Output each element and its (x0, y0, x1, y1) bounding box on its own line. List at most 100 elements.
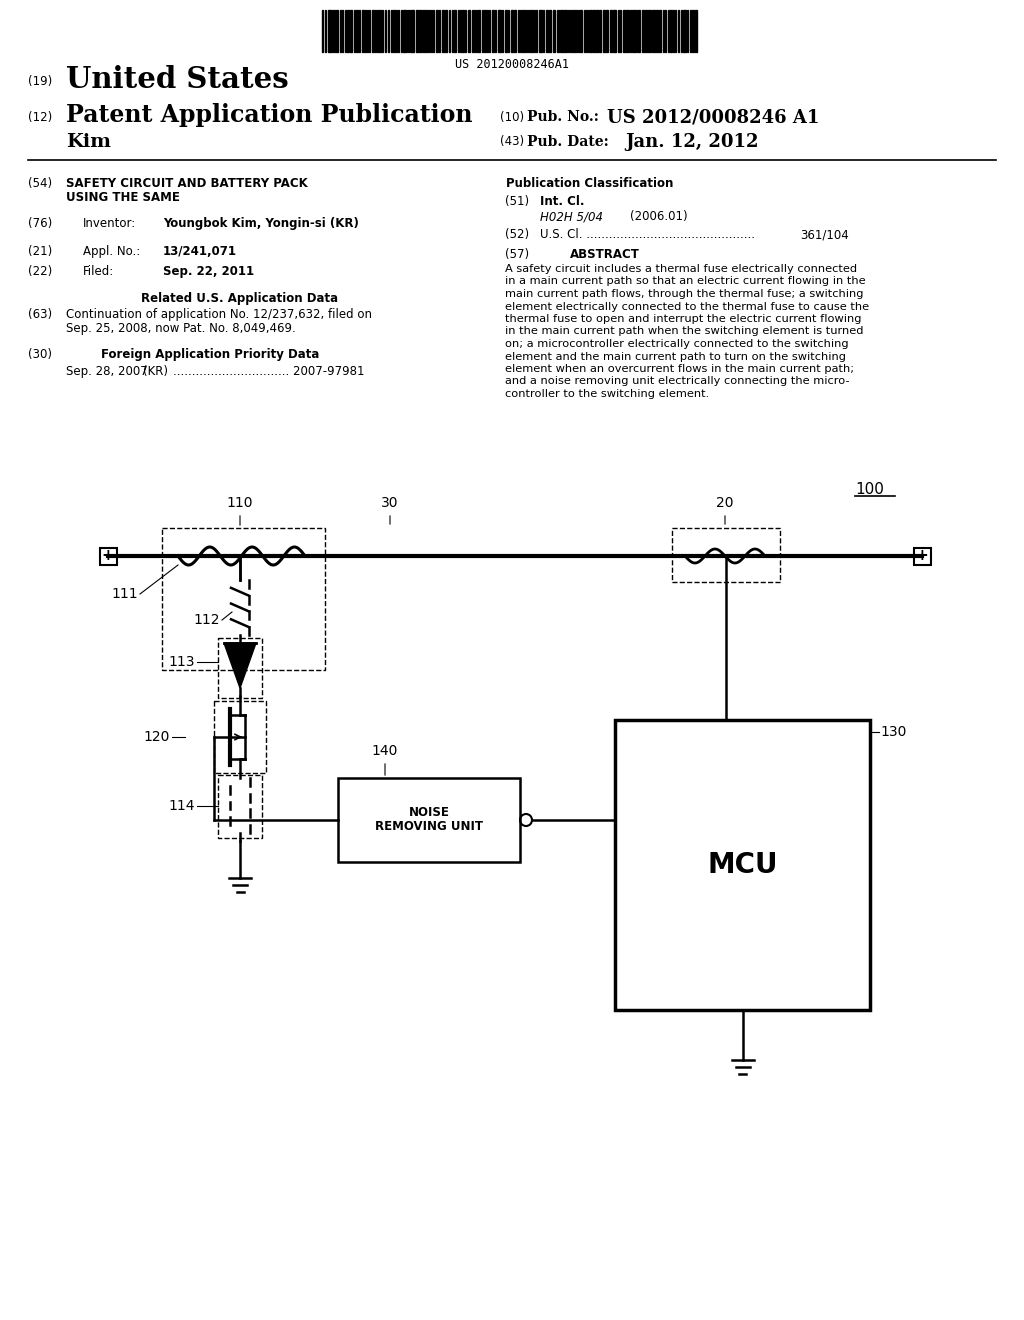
Bar (424, 11, 426, 51)
Bar (539, 11, 542, 51)
Text: element when an overcurrent flows in the main current path;: element when an overcurrent flows in the… (505, 364, 854, 374)
Bar (553, 11, 555, 51)
Text: REMOVING UNIT: REMOVING UNIT (375, 821, 483, 833)
Text: (51): (51) (505, 195, 529, 209)
Text: (22): (22) (28, 265, 52, 279)
Text: (KR): (KR) (143, 366, 168, 378)
Bar (336, 11, 338, 51)
Text: main current path flows, through the thermal fuse; a switching: main current path flows, through the the… (505, 289, 863, 300)
Bar (468, 11, 470, 51)
Text: Jan. 12, 2012: Jan. 12, 2012 (625, 133, 759, 150)
Text: Kim: Kim (66, 133, 111, 150)
Bar (484, 11, 486, 51)
Text: and a noise removing unit electrically connecting the micro-: and a noise removing unit electrically c… (505, 376, 850, 387)
Text: H02H 5/04: H02H 5/04 (540, 210, 603, 223)
Text: Int. Cl.: Int. Cl. (540, 195, 585, 209)
Text: 112: 112 (194, 612, 220, 627)
Bar (492, 11, 494, 51)
Bar (648, 11, 650, 51)
Text: controller to the switching element.: controller to the switching element. (505, 389, 710, 399)
Bar (362, 11, 364, 51)
Text: USING THE SAME: USING THE SAME (66, 191, 180, 205)
Text: (30): (30) (28, 348, 52, 360)
Bar (347, 11, 349, 51)
Bar (478, 11, 480, 51)
Text: (63): (63) (28, 308, 52, 321)
Text: U.S. Cl. .............................................: U.S. Cl. ...............................… (540, 228, 755, 242)
Text: (2006.01): (2006.01) (630, 210, 688, 223)
Bar (656, 11, 658, 51)
Text: Sep. 22, 2011: Sep. 22, 2011 (163, 265, 254, 279)
Text: 361/104: 361/104 (800, 228, 849, 242)
Text: 130: 130 (880, 725, 906, 739)
Bar (613, 11, 616, 51)
Text: (19): (19) (28, 75, 52, 88)
Bar (393, 11, 395, 51)
Text: (52): (52) (505, 228, 529, 242)
Text: 120: 120 (143, 730, 170, 744)
Text: Publication Classification: Publication Classification (506, 177, 674, 190)
Text: Sep. 25, 2008, now Pat. No. 8,049,469.: Sep. 25, 2008, now Pat. No. 8,049,469. (66, 322, 296, 335)
Bar (522, 11, 524, 51)
Bar (462, 11, 464, 51)
Bar (99, 548, 117, 565)
Text: (43): (43) (500, 136, 524, 149)
Text: (57): (57) (505, 248, 529, 261)
Text: 30: 30 (381, 496, 398, 510)
Text: 20: 20 (716, 496, 734, 510)
Text: SAFETY CIRCUIT AND BATTERY PACK: SAFETY CIRCUIT AND BATTERY PACK (66, 177, 308, 190)
Text: United States: United States (66, 66, 289, 95)
Text: element and the main current path to turn on the switching: element and the main current path to tur… (505, 351, 846, 362)
Bar (498, 11, 501, 51)
Text: 114: 114 (169, 799, 195, 813)
Bar (638, 11, 640, 51)
Bar (599, 11, 601, 51)
Bar (590, 11, 592, 51)
Bar (356, 11, 358, 51)
Bar (411, 11, 414, 51)
Bar (564, 11, 566, 51)
Bar (606, 11, 608, 51)
Bar (670, 11, 672, 51)
Bar (645, 11, 647, 51)
Text: Continuation of application No. 12/237,632, filed on: Continuation of application No. 12/237,6… (66, 308, 372, 321)
Text: (10): (10) (500, 111, 524, 124)
Bar (454, 11, 456, 51)
Text: ............................... 2007-97981: ............................... 2007-979… (173, 366, 365, 378)
Bar (561, 11, 563, 51)
Bar (695, 11, 697, 51)
Text: 113: 113 (169, 655, 195, 669)
Bar (350, 11, 352, 51)
Text: 140: 140 (372, 744, 398, 758)
Text: Appl. No.:: Appl. No.: (83, 246, 140, 257)
Bar (633, 11, 635, 51)
Text: +: + (101, 549, 115, 564)
Text: US 2012/0008246 A1: US 2012/0008246 A1 (607, 108, 819, 125)
Bar (514, 11, 516, 51)
Text: 100: 100 (855, 482, 884, 498)
Text: Related U.S. Application Data: Related U.S. Application Data (141, 292, 339, 305)
Bar (692, 11, 694, 51)
Bar (511, 11, 513, 51)
Bar (615, 719, 870, 1010)
Bar (683, 11, 686, 51)
Text: Patent Application Publication: Patent Application Publication (66, 103, 472, 127)
Polygon shape (224, 643, 256, 688)
Bar (913, 548, 931, 565)
Text: ABSTRACT: ABSTRACT (570, 248, 640, 261)
Text: (21): (21) (28, 246, 52, 257)
Text: (54): (54) (28, 177, 52, 190)
Bar (642, 11, 644, 51)
Bar (531, 11, 534, 51)
Bar (416, 11, 418, 51)
Bar (653, 11, 655, 51)
Bar (505, 11, 507, 51)
Text: NOISE: NOISE (409, 807, 450, 820)
Text: Youngbok Kim, Yongin-si (KR): Youngbok Kim, Yongin-si (KR) (163, 216, 358, 230)
Text: (76): (76) (28, 216, 52, 230)
Text: US 20120008246A1: US 20120008246A1 (455, 58, 569, 71)
Bar (596, 11, 598, 51)
Text: MCU: MCU (708, 851, 778, 879)
Bar (593, 11, 595, 51)
Bar (549, 11, 551, 51)
